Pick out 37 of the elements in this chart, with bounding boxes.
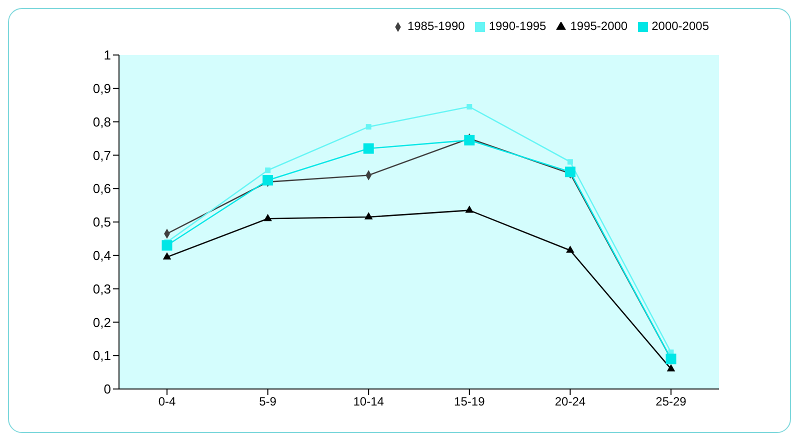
y-tick-label: 1 — [104, 48, 111, 63]
legend-label: 1985-1990 — [407, 19, 465, 33]
point — [363, 143, 374, 154]
x-tick-label: 20-24 — [554, 394, 586, 409]
y-tick-label: 0,9 — [92, 81, 111, 96]
y-tick-label: 0,5 — [92, 214, 111, 230]
point — [567, 159, 573, 165]
point — [566, 246, 574, 253]
point — [465, 206, 474, 213]
y-tick-label: 0,2 — [92, 314, 111, 330]
point — [666, 364, 676, 372]
point — [364, 212, 373, 220]
x-tick-label: 5-9 — [259, 394, 277, 409]
point — [466, 104, 472, 110]
y-tick-label: 0,3 — [92, 281, 111, 296]
x-tick-label: 10-14 — [353, 394, 384, 409]
point — [265, 167, 271, 173]
point — [162, 240, 172, 251]
y-tick-label: 0,4 — [92, 248, 111, 264]
y-tick-label: 0,6 — [92, 181, 111, 196]
y-tick-label: 0,1 — [92, 348, 111, 364]
y-tick-label: 0,7 — [92, 148, 111, 163]
point — [262, 175, 274, 186]
legend-label: 2000-2005 — [652, 19, 709, 33]
x-tick-label: 25-29 — [656, 394, 687, 409]
x-tick-label: 0-4 — [158, 394, 176, 409]
legend-label: 1990-1995 — [488, 19, 546, 33]
point — [564, 166, 576, 178]
point — [464, 134, 475, 146]
y-tick-label: 0,8 — [92, 114, 111, 130]
point — [666, 354, 676, 364]
point — [366, 124, 372, 130]
legend-label: 1995-2000 — [570, 19, 628, 33]
x-tick-label: 15-19 — [454, 394, 486, 409]
y-tick-label: 0 — [104, 382, 111, 397]
point — [264, 214, 272, 222]
point — [162, 252, 172, 260]
